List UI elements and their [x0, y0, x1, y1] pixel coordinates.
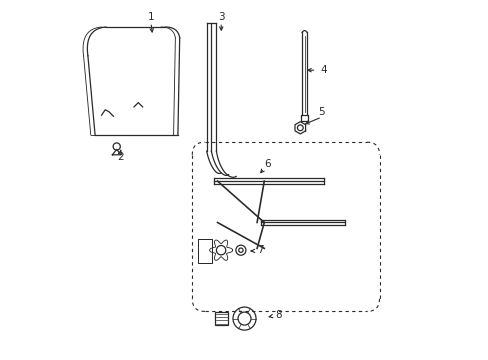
Text: 4: 4	[320, 65, 326, 75]
Text: 8: 8	[275, 310, 282, 320]
Text: 1: 1	[147, 12, 154, 22]
Text: 2: 2	[117, 152, 123, 162]
Text: 6: 6	[264, 159, 271, 169]
Bar	[215, 312, 228, 325]
Text: 7: 7	[257, 245, 264, 255]
Text: 3: 3	[217, 12, 224, 22]
Text: 5: 5	[318, 107, 325, 117]
